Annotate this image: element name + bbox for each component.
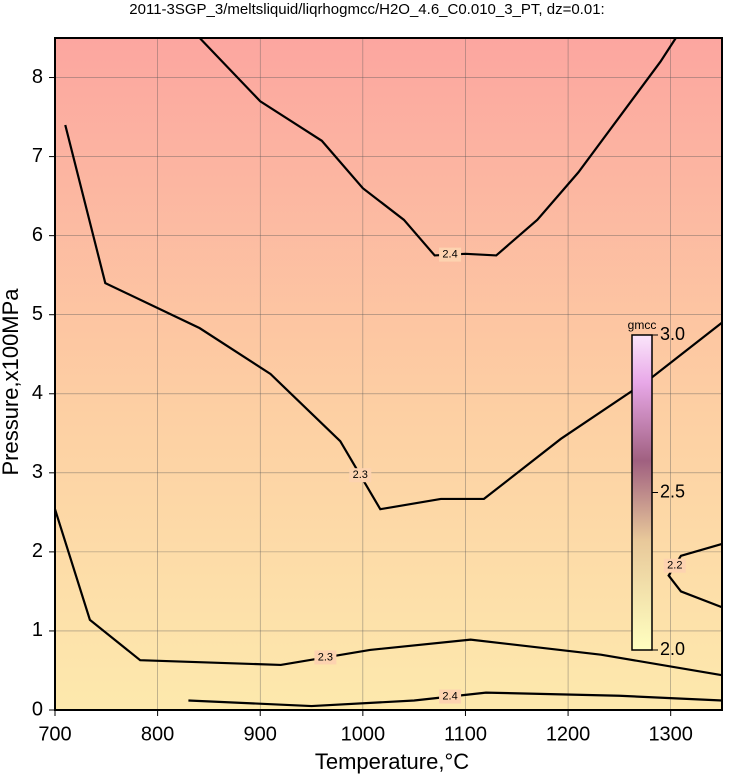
contour-line xyxy=(667,542,723,609)
y-axis-label: Pressure,x100MPa xyxy=(0,288,23,476)
contour-label: 2.3 xyxy=(318,651,333,663)
contour-label: 2.4 xyxy=(442,690,457,702)
contour-line xyxy=(64,124,723,511)
y-tick-label: 6 xyxy=(32,224,43,246)
plot-background xyxy=(55,38,722,710)
y-tick-label: 5 xyxy=(32,303,43,325)
contour-label-bg xyxy=(349,468,372,483)
contour-label-bg xyxy=(439,247,462,262)
x-tick-label: 800 xyxy=(141,723,174,745)
y-tick-label: 8 xyxy=(32,66,43,88)
colorbar-label: gmcc xyxy=(628,318,657,332)
y-tick-label: 1 xyxy=(32,619,43,641)
contour-label: 2.4 xyxy=(442,249,457,261)
x-tick-label: 1200 xyxy=(546,723,591,745)
y-tick-label: 3 xyxy=(32,461,43,483)
y-tick-label: 4 xyxy=(32,382,43,404)
y-tick-label: 7 xyxy=(32,145,43,167)
y-tick-label: 0 xyxy=(32,698,43,720)
colorbar-tick-label: 2.0 xyxy=(660,639,685,659)
colorbar-tick-label: 3.0 xyxy=(660,324,685,344)
contour-line xyxy=(198,37,677,257)
contour-label: 2.3 xyxy=(353,469,368,481)
y-tick-label: 2 xyxy=(32,540,43,562)
x-tick-label: 700 xyxy=(38,723,71,745)
plot-frame xyxy=(54,37,723,711)
x-axis-label: Temperature,°C xyxy=(315,749,469,774)
contour-label-bg xyxy=(663,558,686,573)
contour-label-bg xyxy=(314,650,337,665)
contour-label-bg xyxy=(439,689,462,704)
x-tick-label: 900 xyxy=(244,723,277,745)
colorbar xyxy=(631,334,653,651)
colorbar-tick-label: 2.5 xyxy=(660,481,685,501)
chart-title: 2011-3SGP_3/meltsliquid/liqrhogmcc/H2O_4… xyxy=(129,1,604,18)
contour-label: 2.2 xyxy=(667,560,682,572)
x-tick-label: 1000 xyxy=(341,723,386,745)
x-tick-label: 1100 xyxy=(444,723,487,745)
x-tick-label: 1300 xyxy=(648,723,693,745)
